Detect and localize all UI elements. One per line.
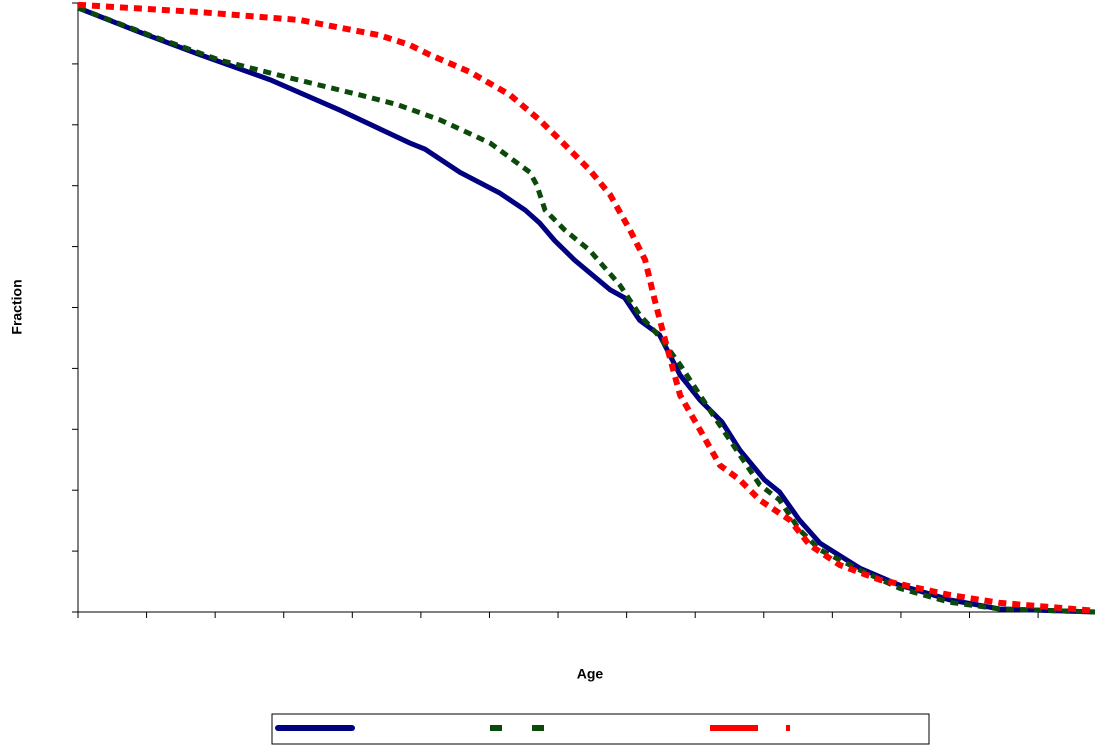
x-axis-label: Age [577, 666, 604, 682]
legend-box [271, 713, 930, 745]
series-line [77, 1, 1096, 614]
series-line [77, 5, 1096, 615]
y-axis-label: Fraction [9, 279, 25, 334]
series-line [77, 5, 1096, 615]
